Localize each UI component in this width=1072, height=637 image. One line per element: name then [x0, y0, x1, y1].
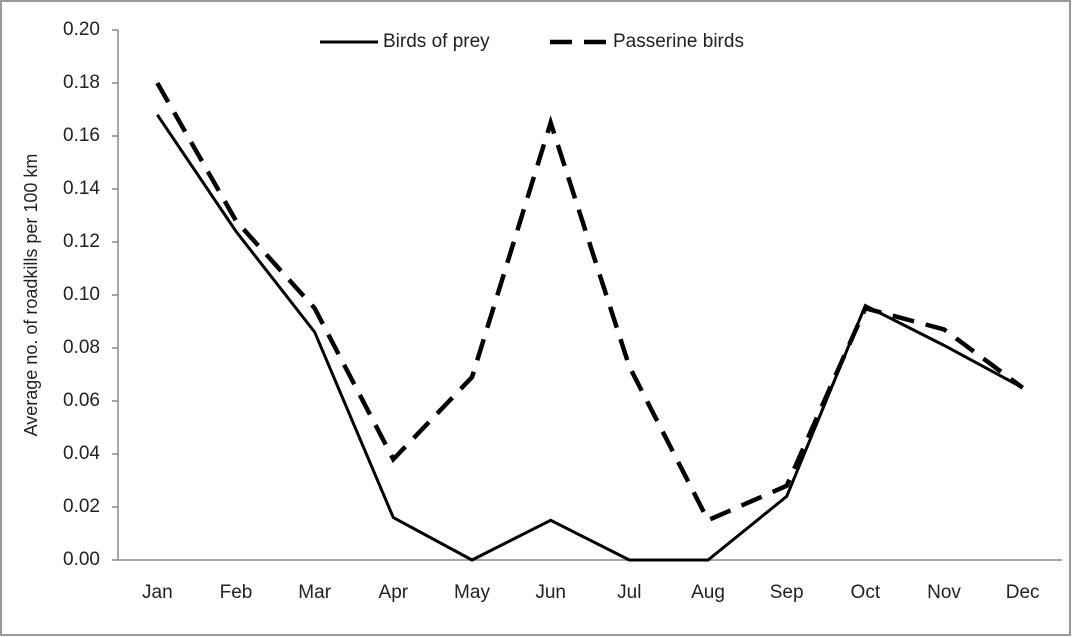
y-tick-label: 0.06	[63, 390, 100, 411]
x-tick-label: Jan	[142, 582, 173, 603]
y-tick-label: 0.10	[63, 284, 100, 305]
y-tick-label: 0.18	[63, 72, 100, 93]
x-tick-label: Dec	[1006, 582, 1040, 603]
x-tick-label: Jun	[535, 582, 566, 603]
y-axis-label: Average no. of roadkills per 100 km	[21, 154, 41, 437]
y-tick-label: 0.20	[63, 19, 100, 40]
y-tick-label: 0.16	[63, 125, 100, 146]
x-tick-label: Apr	[379, 582, 409, 603]
x-tick-label: Feb	[220, 582, 253, 603]
x-tick-label: Oct	[851, 582, 881, 603]
y-tick-label: 0.08	[63, 337, 100, 358]
legend-label: Birds of prey	[383, 31, 490, 52]
y-tick-label: 0.04	[63, 443, 100, 464]
y-tick-label: 0.14	[63, 178, 100, 199]
x-tick-label: May	[454, 582, 490, 603]
x-tick-label: Sep	[770, 582, 804, 603]
y-tick-label: 0.02	[63, 496, 100, 517]
y-tick-label: 0.00	[63, 549, 100, 570]
x-tick-label: Jul	[617, 582, 641, 603]
x-tick-label: Nov	[927, 582, 961, 603]
x-tick-label: Mar	[298, 582, 331, 603]
y-tick-label: 0.12	[63, 231, 100, 252]
x-tick-label: Aug	[691, 582, 725, 603]
legend-label: Passerine birds	[613, 31, 744, 52]
series-line	[155, 81, 1025, 524]
